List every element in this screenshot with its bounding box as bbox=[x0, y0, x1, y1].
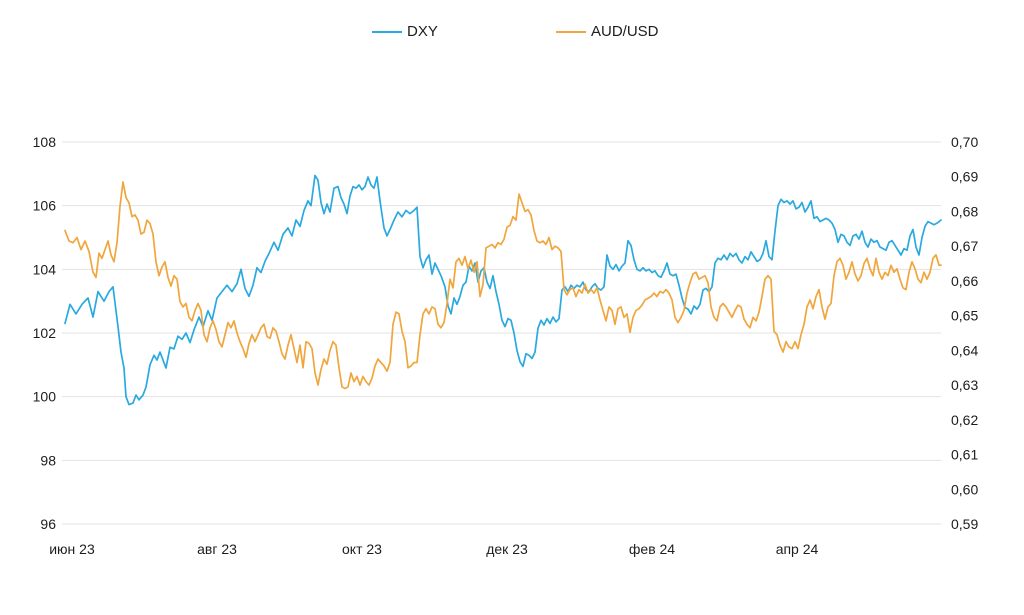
right-axis-label-0,70: 0,70 bbox=[951, 134, 978, 150]
left-axis-label-96: 96 bbox=[40, 516, 56, 532]
left-axis-label-102: 102 bbox=[33, 325, 57, 341]
right-axis-label-0,69: 0,69 bbox=[951, 169, 978, 185]
right-axis-label-0,67: 0,67 bbox=[951, 238, 978, 254]
right-axis-label-0,66: 0,66 bbox=[951, 273, 978, 289]
left-axis-label-108: 108 bbox=[33, 134, 57, 150]
right-axis-label-0,60: 0,60 bbox=[951, 481, 978, 497]
right-axis-label-0,65: 0,65 bbox=[951, 308, 978, 324]
x-axis-label-5: фев 24 bbox=[629, 541, 675, 557]
x-axis-label-4: дек 23 bbox=[486, 541, 528, 557]
x-axis-label-6: апр 24 bbox=[776, 541, 819, 557]
x-axis-label-1: июн 23 bbox=[49, 541, 95, 557]
x-axis-label-3: окт 23 bbox=[342, 541, 382, 557]
x-axis-label-2: авг 23 bbox=[197, 541, 237, 557]
left-axis-label-106: 106 bbox=[33, 198, 57, 214]
left-axis-label-104: 104 bbox=[33, 261, 57, 277]
audusd-legend-label: AUD/USD bbox=[591, 23, 659, 40]
left-axis-label-98: 98 bbox=[40, 452, 56, 468]
audusd-line-swatch bbox=[556, 31, 586, 33]
right-axis-label-0,62: 0,62 bbox=[951, 412, 978, 428]
legend-item-dxy[interactable]: DXY bbox=[372, 23, 438, 41]
dxy-line-swatch bbox=[372, 31, 402, 33]
legend-item-audusd[interactable]: AUD/USD bbox=[556, 23, 659, 41]
right-axis-label-0,63: 0,63 bbox=[951, 377, 978, 393]
dxy-legend-label: DXY bbox=[407, 23, 438, 40]
right-axis-label-0,64: 0,64 bbox=[951, 342, 978, 358]
right-axis-label-0,61: 0,61 bbox=[951, 447, 978, 463]
left-axis-label-100: 100 bbox=[33, 389, 57, 405]
right-axis-label-0,68: 0,68 bbox=[951, 203, 978, 219]
series-line-audusd[interactable] bbox=[64, 181, 942, 390]
series-line-dxy[interactable] bbox=[64, 174, 942, 406]
chart-legend: DXY AUD/USD bbox=[0, 23, 1024, 41]
right-axis-label-0,59: 0,59 bbox=[951, 516, 978, 532]
